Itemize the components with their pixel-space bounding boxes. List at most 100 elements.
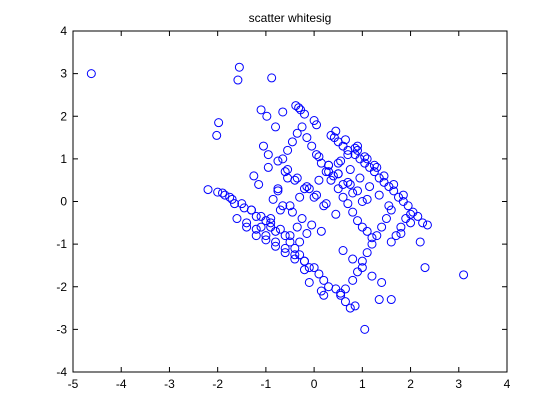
- data-point: [398, 190, 408, 200]
- data-point: [261, 235, 271, 245]
- data-point: [321, 167, 331, 177]
- data-point: [278, 201, 288, 211]
- data-point: [251, 211, 261, 221]
- data-point: [254, 179, 264, 189]
- data-point: [234, 62, 244, 72]
- data-point: [348, 188, 358, 198]
- data-point: [314, 269, 324, 279]
- chart-title: scatter whitesig: [249, 11, 332, 25]
- data-point: [302, 182, 312, 192]
- data-point: [273, 184, 283, 194]
- data-point: [312, 190, 322, 200]
- data-point: [338, 192, 348, 202]
- y-tick-label: -2: [56, 280, 67, 294]
- data-point: [233, 75, 243, 85]
- data-point: [420, 263, 430, 273]
- data-point: [271, 226, 281, 236]
- data-point: [326, 175, 336, 185]
- data-point: [262, 111, 272, 121]
- data-point: [292, 128, 302, 138]
- data-point: [256, 211, 266, 221]
- data-point: [333, 158, 343, 168]
- data-point: [353, 186, 363, 196]
- data-point: [316, 226, 326, 236]
- data-point: [258, 141, 268, 151]
- x-tick-label: 4: [504, 377, 511, 391]
- data-point: [280, 167, 290, 177]
- data-point: [242, 222, 252, 232]
- data-point: [345, 303, 355, 313]
- data-point: [267, 73, 277, 83]
- x-tick-label: -5: [68, 377, 79, 391]
- data-point: [362, 194, 372, 204]
- data-point: [415, 237, 425, 247]
- data-point: [285, 237, 295, 247]
- data-point: [266, 214, 276, 224]
- data-point: [295, 192, 305, 202]
- data-point: [307, 220, 317, 230]
- data-point: [319, 201, 329, 211]
- data-point: [278, 107, 288, 117]
- data-point: [403, 201, 413, 211]
- data-point: [340, 135, 350, 145]
- data-point: [212, 130, 222, 140]
- data-point: [319, 290, 329, 300]
- data-point: [263, 150, 273, 160]
- data-point: [283, 165, 293, 175]
- data-point: [309, 263, 319, 273]
- data-point: [360, 324, 370, 334]
- data-point: [365, 182, 375, 192]
- y-tick-label: 1: [60, 152, 67, 166]
- data-point: [290, 250, 300, 260]
- data-point: [336, 290, 346, 300]
- data-point: [203, 185, 213, 195]
- data-point: [372, 231, 382, 241]
- data-point: [225, 192, 235, 202]
- data-point: [357, 197, 367, 206]
- data-point: [290, 243, 300, 253]
- data-point: [362, 154, 372, 164]
- data-point: [333, 169, 343, 179]
- data-point: [251, 231, 261, 241]
- data-point: [287, 137, 297, 147]
- data-point: [297, 214, 307, 224]
- data-point: [353, 216, 363, 226]
- data-point: [391, 231, 401, 241]
- data-point: [389, 179, 399, 189]
- data-point: [422, 220, 432, 230]
- data-point: [283, 173, 293, 183]
- y-tick-label: 3: [60, 67, 67, 81]
- data-point: [302, 228, 312, 238]
- data-point: [239, 203, 249, 213]
- data-point: [304, 263, 314, 273]
- data-point: [290, 254, 300, 264]
- data-point: [220, 190, 230, 200]
- x-tick-label: -1: [261, 377, 272, 391]
- data-point: [217, 188, 227, 198]
- data-point: [350, 301, 360, 311]
- data-point: [367, 233, 377, 243]
- data-point: [294, 103, 304, 113]
- data-point: [386, 205, 396, 215]
- data-point: [256, 222, 266, 232]
- data-point: [242, 218, 252, 228]
- data-point: [312, 150, 322, 160]
- data-point: [360, 152, 370, 162]
- data-point: [343, 177, 353, 187]
- data-point: [367, 239, 377, 249]
- x-tick-label: -3: [164, 377, 175, 391]
- data-point: [312, 120, 322, 130]
- data-point: [418, 218, 428, 228]
- data-point: [377, 277, 387, 287]
- data-point: [353, 141, 363, 151]
- data-point: [348, 275, 358, 285]
- data-point: [372, 162, 382, 172]
- data-point: [230, 199, 240, 209]
- data-point: [86, 69, 96, 79]
- data-point: [261, 231, 271, 241]
- data-point: [309, 192, 319, 202]
- y-tick-label: 0: [60, 195, 67, 209]
- data-point: [324, 160, 334, 170]
- data-point: [357, 256, 367, 266]
